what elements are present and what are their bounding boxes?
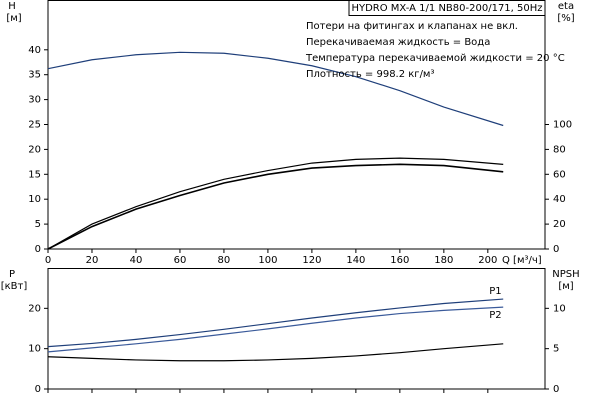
curve bbox=[47, 51, 504, 127]
y-tick-label: 20 bbox=[28, 144, 41, 155]
series-label: P1 bbox=[489, 286, 501, 297]
chart-title: HYDRO MX-A 1/1 NB80-200/171, 50Hz bbox=[351, 3, 542, 14]
y-axis-label: P bbox=[9, 269, 15, 280]
curve bbox=[47, 157, 504, 250]
y2-tick-label: 80 bbox=[553, 144, 566, 155]
y-tick-label: 35 bbox=[28, 70, 41, 81]
note: Перекачиваемая жидкость = Вода bbox=[306, 37, 490, 48]
y2-tick-label: 40 bbox=[553, 194, 566, 205]
y-tick-label: 10 bbox=[28, 194, 41, 205]
x-axis-label: Q [м³/ч] bbox=[502, 255, 542, 266]
y-tick-label: 40 bbox=[28, 45, 41, 56]
curve bbox=[47, 343, 504, 362]
y2-tick-label: 0 bbox=[553, 244, 559, 255]
y2-axis-label: eta bbox=[558, 1, 574, 12]
x-tick-label: 100 bbox=[258, 255, 277, 266]
y-tick-label: 25 bbox=[28, 120, 41, 131]
x-tick-label: 40 bbox=[130, 255, 143, 266]
y-axis-unit: [м] bbox=[6, 13, 21, 24]
curve bbox=[47, 298, 504, 348]
y2-tick-label: 0 bbox=[553, 384, 559, 395]
y2-tick-label: 10 bbox=[553, 303, 566, 314]
y2-axis-label: NPSH bbox=[552, 269, 579, 280]
y-tick-label: 10 bbox=[28, 344, 41, 355]
x-tick-label: 20 bbox=[86, 255, 99, 266]
y2-tick-label: 100 bbox=[553, 120, 572, 131]
x-tick-label: 200 bbox=[478, 255, 497, 266]
x-tick-label: 180 bbox=[434, 255, 453, 266]
y-axis-unit: [кВт] bbox=[1, 281, 28, 292]
y-tick-label: 0 bbox=[35, 244, 41, 255]
y2-tick-label: 5 bbox=[553, 344, 559, 355]
y-axis-label: H bbox=[8, 1, 16, 12]
x-tick-label: 80 bbox=[218, 255, 231, 266]
x-tick-label: 120 bbox=[302, 255, 321, 266]
x-tick-label: 160 bbox=[390, 255, 409, 266]
y2-axis-unit: [м] bbox=[558, 281, 573, 292]
note: Плотность = 998.2 кг/м³ bbox=[306, 69, 435, 80]
y-tick-label: 0 bbox=[35, 384, 41, 395]
y2-tick-label: 20 bbox=[553, 219, 566, 230]
curve bbox=[47, 163, 504, 250]
x-tick-label: 140 bbox=[346, 255, 365, 266]
y-tick-label: 30 bbox=[28, 95, 41, 106]
y-tick-label: 5 bbox=[35, 219, 41, 230]
y-tick-label: 20 bbox=[28, 303, 41, 314]
curve bbox=[47, 306, 504, 353]
x-tick-label: 0 bbox=[45, 255, 51, 266]
x-tick-label: 60 bbox=[174, 255, 187, 266]
series-label: P2 bbox=[489, 310, 501, 321]
note: Потери на фитингах и клапанах не вкл. bbox=[306, 21, 518, 32]
plot-frame bbox=[47, 268, 546, 390]
y2-tick-label: 60 bbox=[553, 169, 566, 180]
y2-axis-unit: [%] bbox=[557, 13, 574, 24]
y-tick-label: 15 bbox=[28, 169, 41, 180]
note: Температура перекачиваемой жидкости = 20… bbox=[305, 53, 565, 64]
